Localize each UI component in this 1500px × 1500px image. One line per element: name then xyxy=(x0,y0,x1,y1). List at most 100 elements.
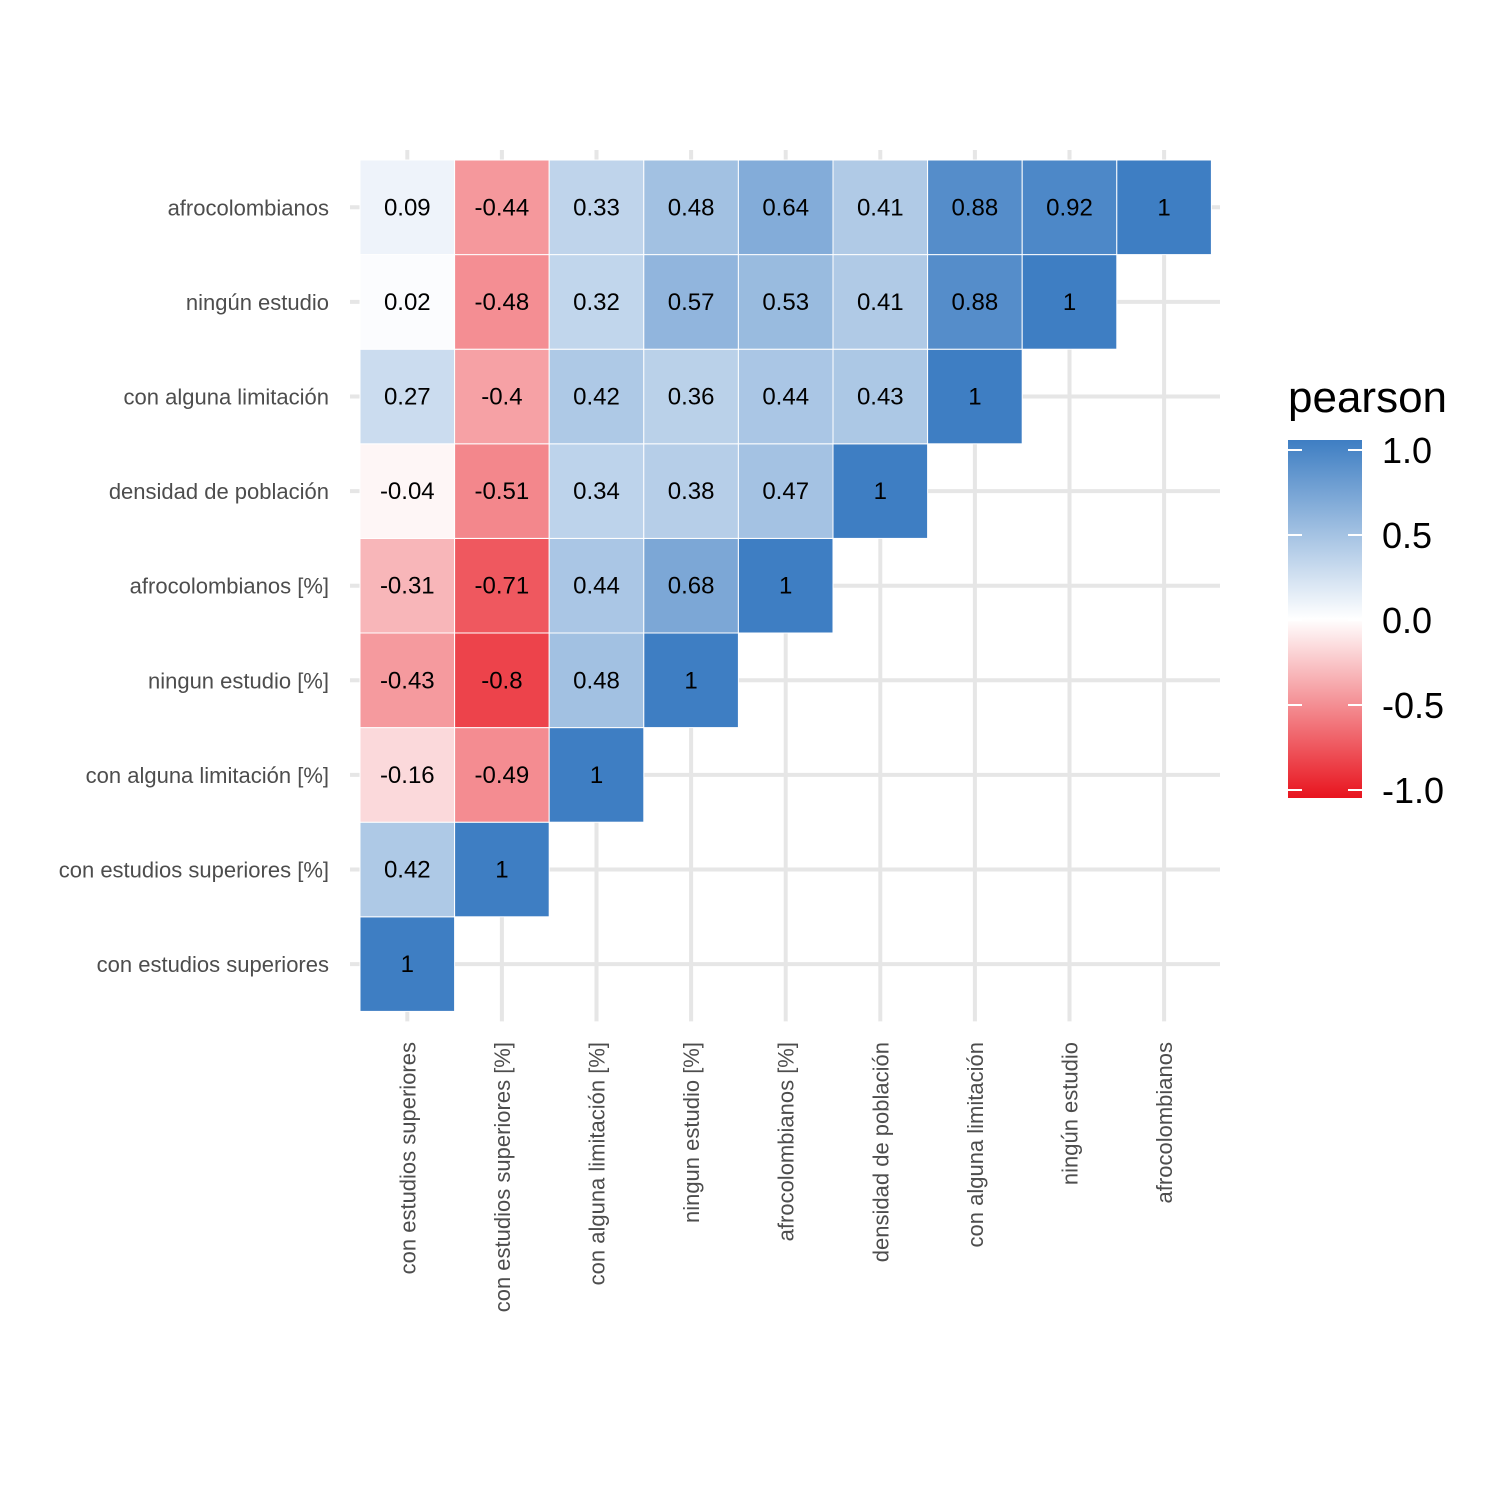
heatmap-cell xyxy=(643,632,739,729)
legend-tick-label: 0.0 xyxy=(1382,600,1432,641)
cell-value-label: 0.44 xyxy=(573,573,620,600)
cell-value-label: 0.43 xyxy=(857,384,904,411)
y-tick-label: con estudios superiores [%] xyxy=(59,858,329,883)
x-tick-label: con alguna limitación [%] xyxy=(585,1042,610,1285)
cell-value-label: 0.88 xyxy=(952,194,999,221)
heatmap-cell xyxy=(737,348,834,445)
cell-value-label: 0.27 xyxy=(384,384,431,411)
y-tick-label: con alguna limitación [%] xyxy=(86,763,329,788)
y-tick-label: afrocolombianos [%] xyxy=(130,574,329,599)
color-legend: pearson 1.0 0.5 0.0 -0.5 -1.0 xyxy=(1288,373,1447,811)
x-tick-label: con estudios superiores [%] xyxy=(490,1042,515,1312)
cell-value-label: 0.48 xyxy=(668,194,715,221)
heatmap-cell xyxy=(548,537,645,634)
cell-value-label: 0.38 xyxy=(668,478,715,505)
cell-value-label: 0.33 xyxy=(573,194,620,221)
cell-value-label: -0.43 xyxy=(380,667,435,694)
heatmap-cell xyxy=(548,443,645,539)
heatmap-cell xyxy=(1021,254,1118,350)
cell-value-label: -0.4 xyxy=(481,384,522,411)
heatmap-cell xyxy=(454,254,550,350)
cell-value-label: 0.02 xyxy=(384,289,431,316)
x-tick-label: afrocolombianos [%] xyxy=(774,1042,799,1241)
cell-value-label: 0.32 xyxy=(573,289,620,316)
heatmap-cell xyxy=(359,632,456,729)
heatmap-cell xyxy=(454,159,550,256)
cell-value-labels: 1 0.42 -0.16 -0.43 -0.31 -0.04 0.27 0.02 0.09 1 -0… xyxy=(380,194,1171,978)
heatmap-cell xyxy=(737,443,834,539)
legend-tick-label: -1.0 xyxy=(1382,770,1444,811)
heatmap-cell xyxy=(643,254,739,350)
heatmap-cell xyxy=(548,254,645,350)
heatmap-cell xyxy=(832,159,929,256)
cell-value-label: 0.44 xyxy=(762,384,809,411)
cell-value-label: 0.53 xyxy=(762,289,809,316)
heatmap-cell xyxy=(548,348,645,445)
cell-value-label: -0.48 xyxy=(475,289,530,316)
cell-value-label: 0.92 xyxy=(1046,194,1093,221)
heatmap-cell xyxy=(1116,159,1212,256)
cell-value-label: 0.68 xyxy=(668,573,715,600)
x-axis-tick-labels: con estudios superiores con estudios supe… xyxy=(395,1042,1177,1312)
cell-value-label: 0.36 xyxy=(668,384,715,411)
heatmap-cell xyxy=(359,348,456,445)
cell-value-label: -0.49 xyxy=(475,762,530,789)
cell-value-label: 1 xyxy=(779,573,792,600)
cell-value-label: 1 xyxy=(684,667,697,694)
cell-value-label: 0.88 xyxy=(952,289,999,316)
cell-value-label: 1 xyxy=(590,762,603,789)
heatmap-cell xyxy=(737,159,834,256)
heatmap-cell xyxy=(454,443,550,539)
cell-value-label: -0.8 xyxy=(481,667,522,694)
heatmap-cell xyxy=(454,727,550,823)
legend-tick-label: 1.0 xyxy=(1382,430,1432,471)
heatmap-cell xyxy=(643,443,739,539)
cell-value-label: 0.64 xyxy=(762,194,809,221)
heatmap-cell xyxy=(454,632,550,729)
heatmap-cell xyxy=(548,727,645,823)
x-tick-label: con estudios superiores xyxy=(395,1042,420,1274)
y-tick-label: ningún estudio xyxy=(186,290,329,315)
legend-ticks: 1.0 0.5 0.0 -0.5 -1.0 xyxy=(1288,430,1444,811)
cell-value-label: 0.41 xyxy=(857,289,904,316)
heatmap-cell xyxy=(643,537,739,634)
x-tick-label: con alguna limitación xyxy=(963,1042,988,1247)
cell-value-label: 1 xyxy=(1157,194,1170,221)
x-tick-label: ningun estudio [%] xyxy=(679,1042,704,1223)
heatmap-cell xyxy=(832,443,929,539)
y-tick-label: densidad de población xyxy=(109,479,329,504)
legend-tick-label: -0.5 xyxy=(1382,685,1444,726)
cell-value-label: 0.57 xyxy=(668,289,715,316)
heatmap-cell xyxy=(454,821,550,918)
cell-value-label: -0.04 xyxy=(380,478,435,505)
cell-value-label: 0.41 xyxy=(857,194,904,221)
cell-value-label: -0.51 xyxy=(475,478,530,505)
heatmap-cell xyxy=(737,537,834,634)
legend-title: pearson xyxy=(1288,373,1447,422)
heatmap-cell xyxy=(1021,159,1118,256)
cell-value-label: -0.31 xyxy=(380,573,435,600)
cell-value-label: 0.47 xyxy=(762,478,809,505)
cell-value-label: 1 xyxy=(874,478,887,505)
heatmap-cell xyxy=(548,159,645,256)
y-tick-label: afrocolombianos xyxy=(168,195,329,220)
cell-value-label: -0.16 xyxy=(380,762,435,789)
cell-value-label: 1 xyxy=(495,857,508,884)
y-tick-label: ningun estudio [%] xyxy=(148,668,329,693)
heatmap-cell xyxy=(359,254,456,350)
cell-value-label: -0.71 xyxy=(475,573,530,600)
x-tick-label: densidad de población xyxy=(868,1042,893,1262)
cell-value-label: 1 xyxy=(968,384,981,411)
heatmap-cell xyxy=(359,443,456,539)
cell-value-label: 1 xyxy=(1063,289,1076,316)
heatmap-cell xyxy=(927,159,1023,256)
cell-value-label: 0.09 xyxy=(384,194,431,221)
y-tick-label: con estudios superiores xyxy=(97,952,329,977)
y-tick-label: con alguna limitación xyxy=(124,385,329,410)
cell-value-label: 0.48 xyxy=(573,667,620,694)
cell-value-label: 1 xyxy=(401,951,414,978)
cell-value-label: 0.42 xyxy=(573,384,620,411)
y-axis-tick-labels: con estudios superiores con estudios supe… xyxy=(59,195,329,977)
legend-tick-label: 0.5 xyxy=(1382,515,1432,556)
